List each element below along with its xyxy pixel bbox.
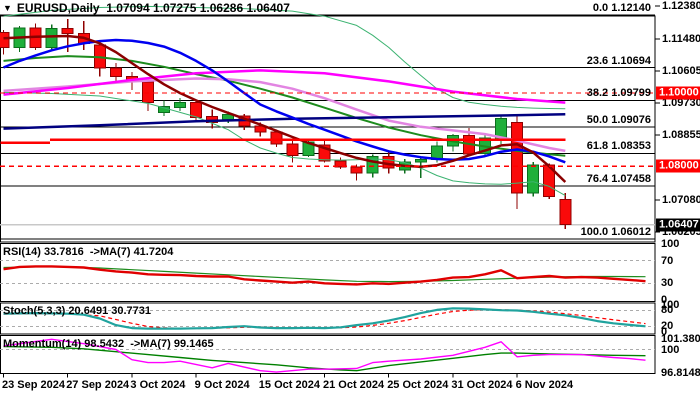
fib-level-label: 76.4 1.07458 [586,173,651,186]
candle-body [350,166,363,174]
ma-magenta-line [3,69,566,104]
candle-body [286,143,299,156]
candle-body [0,32,10,49]
date-axis-label: 25 Oct 2024 [387,379,449,391]
rsi-indicator-label: RSI(14) 33.7816 ->MA(7) 41.7204 [3,246,174,258]
fib-level-label: 0.0 1.12140 [592,1,651,14]
stoch-indicator-label: Stoch(5,3,3) 20.6491 30.7731 [3,305,152,317]
stoch-scale-label: 0 [661,325,668,338]
date-axis-label: 3 Oct 2024 [130,379,186,391]
rsi-panel-frame [0,243,656,302]
date-axis-label: 15 Oct 2024 [258,379,320,391]
stoch-panel-frame [0,302,656,335]
date-axis-label: 21 Oct 2024 [323,379,385,391]
main-panel-frame [0,15,656,243]
fib-level-label: 38.2 1.09799 [586,87,651,100]
price-axis-label: 1.09730 [662,96,700,109]
candle-body [318,144,331,162]
momentum-panel-frame [0,335,656,374]
candle-body [174,102,187,108]
momentum-scale-label: 96.8148 [661,366,700,379]
stoch-signal-line [3,309,646,330]
price-axis-label: 1.12380 [662,0,700,12]
candle-body [206,116,219,123]
rsi-scale-label: 30 [661,277,674,290]
candle-body [366,155,379,174]
rsi-scale-label: 100 [661,237,680,250]
price-axis-label: 1.07080 [662,193,700,206]
fib-level-label: 23.6 1.10694 [586,54,651,67]
candle-body [109,67,122,77]
band-upper-line [3,5,566,110]
rsi-scale-label: 0 [661,294,668,307]
ma-green-slow-line [3,55,566,157]
candle-body [61,28,74,34]
high-value: 1.07275 [153,1,197,15]
price-level-tag: 1.08000 [656,159,700,173]
symbol-name: EURUSD,Daily [16,1,100,15]
close-value: 1.06407 [246,1,290,15]
ma-plum-line [3,77,566,153]
momentum-ma-line [3,345,646,372]
chart-title: ▼ EURUSD,Daily 1.07094 1.07275 1.06286 1.… [3,1,290,15]
date-axis-label: 9 Oct 2024 [194,379,250,391]
candle-body [254,125,267,133]
fib-level-label: 61.8 1.08353 [586,140,651,153]
candle-body [190,102,203,119]
candle-body [527,164,540,194]
price-axis-label: 1.11480 [662,32,700,45]
candle-body [334,160,347,168]
momentum-scale-label: 101.3803 [661,333,700,346]
date-axis-label: 31 Oct 2024 [451,379,513,391]
date-axis-label: 6 Nov 2024 [515,379,574,391]
stoch-scale-label: 100 [661,299,680,312]
stoch-scale-label: 80 [661,304,674,317]
momentum-scale-label: 100 [661,343,680,356]
date-axis-label: 23 Sep 2024 [2,379,65,391]
momentum-main-line [3,338,646,373]
price-level-tag: 1.06407 [656,218,700,232]
candle-body [45,28,58,49]
date-axis-label: 27 Sep 2024 [66,379,130,391]
stoch-scale-label: 20 [661,320,674,333]
low-value: 1.06286 [199,1,244,15]
candle-body [414,159,427,163]
candle-body [559,198,572,226]
rsi-main-line [3,265,646,286]
price-level-tag: 1.10000 [656,86,700,100]
stoch-main-line [3,307,646,330]
momentum-indicator-label: Momentum(14) 98.5432 ->MA(7) 99.1465 [3,338,214,350]
price-axis-label: 1.10605 [662,64,700,77]
fib-level-label: 100.0 1.06012 [580,226,651,239]
open-value: 1.07094 [106,1,150,15]
price-axis-label: 1.08855 [662,129,700,141]
fib-level-label: 50.0 1.09076 [586,113,651,126]
symbol-dropdown-icon[interactable]: ▼ [3,3,12,13]
candle-body [511,121,524,194]
rsi-scale-label: 70 [661,254,674,267]
